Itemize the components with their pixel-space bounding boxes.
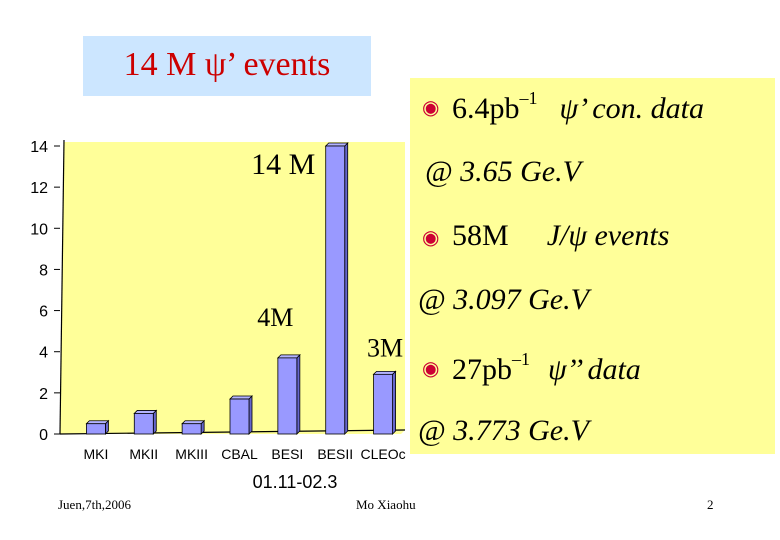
info-line-2: @ 3.65 Ge.V: [425, 155, 581, 188]
info-line-6: @ 3.773 Ge.V: [418, 414, 589, 447]
y-tick-label: 4: [39, 345, 48, 362]
title-prefix: 14 M: [123, 46, 205, 83]
info-line-5-psi: ψ: [548, 353, 567, 386]
y-tick-label: 8: [39, 262, 48, 279]
footer-author: Mo Xiaohu: [356, 497, 416, 512]
x-tick-label: BESI: [271, 446, 303, 462]
title-box: 14 M ψ’ events: [83, 36, 371, 96]
title-psi: ψ: [204, 46, 227, 83]
info-line-3-prefix: J/: [546, 219, 569, 252]
bar: [277, 357, 298, 435]
bullet-icon: ◉: [422, 227, 440, 249]
bar: [373, 373, 393, 435]
info-line-5-value: 27pb: [452, 353, 512, 386]
bar: [181, 423, 202, 435]
y-tick-label: 6: [39, 304, 48, 321]
footer-page: 2: [707, 497, 714, 512]
plot-area: [60, 142, 405, 434]
info-line-1-exp: –1: [519, 88, 538, 108]
bullet-icon: ◉: [422, 358, 440, 380]
info-line-1: 6.4pb–1 ψ’ con. data: [452, 88, 704, 126]
bar-top: [229, 395, 253, 400]
y-axis: [59, 139, 65, 435]
slide-title: 14 M ψ’ events: [83, 46, 371, 84]
info-line-3-rest: events: [586, 219, 670, 252]
chart-caption: 01.11-02.3: [253, 472, 338, 492]
info-panel: [410, 78, 775, 454]
bar-side: [152, 409, 157, 435]
y-tick-label: 10: [30, 221, 48, 238]
y-tick-label: 12: [30, 180, 48, 197]
bar-side: [392, 370, 396, 435]
info-line-5-exp: –1: [512, 349, 530, 369]
bar-annotation: 3M: [367, 333, 403, 362]
x-tick-label: MKII: [129, 446, 158, 462]
info-line-1-rest: ’ con. data: [578, 92, 704, 125]
bar-side: [248, 395, 253, 435]
bar-top: [372, 370, 397, 375]
bar-side: [296, 353, 301, 435]
y-tick-label: 0: [39, 427, 48, 444]
bar-annotation: 4M: [257, 303, 293, 332]
bar-top: [324, 142, 349, 147]
bar-annotation: 14 M: [251, 148, 315, 181]
bar: [325, 145, 346, 435]
info-line-4: @ 3.097 Ge.V: [418, 283, 589, 316]
bullet-icon: ◉: [422, 97, 440, 119]
footer-date: Juen,7th,2006: [58, 497, 131, 512]
y-tick-label: 2: [39, 386, 48, 403]
info-line-3: 58M J/ψ events: [452, 219, 669, 253]
y-tick-label: 14: [30, 139, 48, 156]
x-tick-label: BESII: [317, 446, 353, 462]
bar: [86, 423, 106, 435]
info-line-3-psi: ψ: [568, 219, 587, 252]
info-line-5-rest: ’’ data: [566, 353, 641, 386]
bar: [229, 398, 250, 435]
info-line-5: 27pb–1 ψ’’ data: [452, 349, 641, 387]
bar-top: [181, 420, 206, 425]
bar-top: [133, 410, 158, 414]
info-line-3-value: 58M: [452, 219, 509, 252]
x-tick-label: CBAL: [221, 446, 258, 462]
bar: [133, 413, 154, 435]
bar-side: [344, 142, 349, 435]
info-line-1-psi: ψ: [559, 92, 579, 125]
info-line-1-value: 6.4pb: [452, 92, 520, 125]
x-tick-label: CLEOc: [361, 446, 406, 462]
title-suffix: ’ events: [226, 46, 331, 83]
x-tick-label: MKIII: [175, 446, 208, 462]
bar-top: [85, 420, 110, 425]
bar-top: [276, 354, 301, 359]
x-tick-label: MKI: [83, 446, 108, 462]
